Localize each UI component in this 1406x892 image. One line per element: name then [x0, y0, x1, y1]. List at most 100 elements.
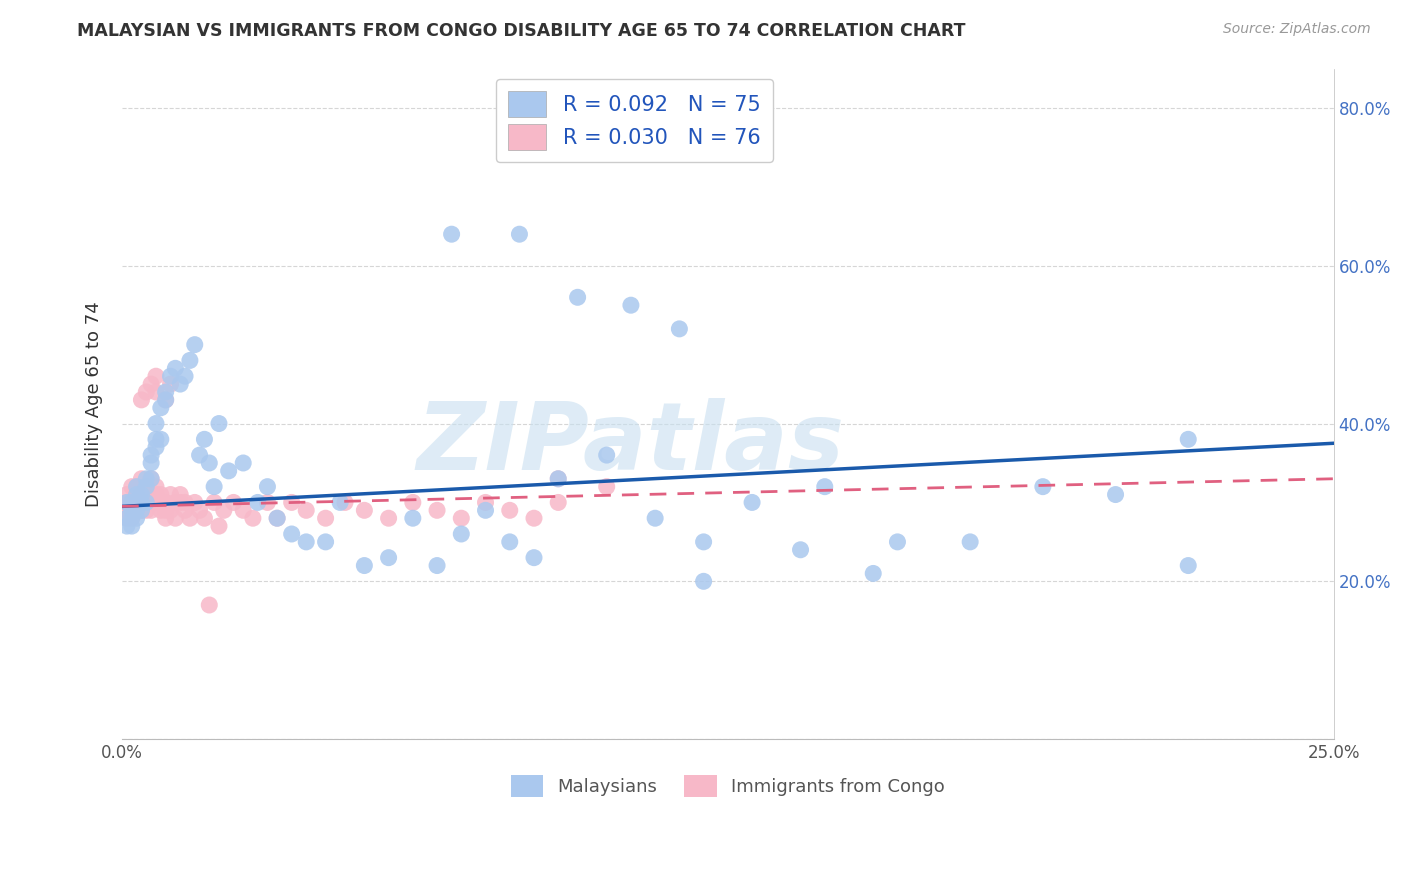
Point [131, 503, 153, 517]
Text: MALAYSIAN VS IMMIGRANTS FROM CONGO DISABILITY AGE 65 TO 74 CORRELATION CHART: MALAYSIAN VS IMMIGRANTS FROM CONGO DISAB… [77, 22, 966, 40]
Point [886, 534, 908, 549]
Point [115, 495, 138, 509]
Point [131, 495, 153, 509]
Point [115, 519, 138, 533]
Point [125, 503, 148, 517]
Point [121, 503, 143, 517]
Point [959, 534, 981, 549]
Point [135, 503, 157, 517]
Point [222, 495, 245, 509]
Point [149, 487, 172, 501]
Point [121, 495, 143, 509]
Point [115, 487, 138, 501]
Point [149, 433, 172, 447]
Point [193, 511, 215, 525]
Point [174, 495, 197, 509]
Point [523, 511, 546, 525]
Point [474, 503, 496, 517]
Point [145, 369, 167, 384]
Point [315, 511, 337, 525]
Point [135, 495, 157, 509]
Point [169, 487, 191, 501]
Point [377, 550, 399, 565]
Text: ZIPatlas: ZIPatlas [416, 398, 845, 490]
Point [198, 456, 221, 470]
Point [139, 456, 162, 470]
Point [115, 503, 138, 517]
Point [131, 392, 153, 407]
Point [155, 384, 177, 399]
Point [159, 377, 181, 392]
Point [246, 495, 269, 509]
Point [1032, 480, 1054, 494]
Point [135, 487, 157, 501]
Point [125, 487, 148, 501]
Point [135, 480, 157, 494]
Point [125, 503, 148, 517]
Point [179, 511, 201, 525]
Point [174, 503, 197, 517]
Point [135, 384, 157, 399]
Point [208, 519, 231, 533]
Point [741, 495, 763, 509]
Point [208, 417, 231, 431]
Point [567, 290, 589, 304]
Point [131, 472, 153, 486]
Point [135, 480, 157, 494]
Point [125, 480, 148, 494]
Point [329, 495, 352, 509]
Point [295, 503, 318, 517]
Point [115, 511, 138, 525]
Point [523, 550, 546, 565]
Point [315, 534, 337, 549]
Point [145, 384, 167, 399]
Point [155, 511, 177, 525]
Point [121, 480, 143, 494]
Point [139, 495, 162, 509]
Point [135, 495, 157, 509]
Point [595, 480, 617, 494]
Point [232, 456, 254, 470]
Point [145, 417, 167, 431]
Point [402, 511, 425, 525]
Point [1104, 487, 1126, 501]
Point [135, 472, 157, 486]
Point [280, 527, 302, 541]
Point [125, 480, 148, 494]
Point [139, 503, 162, 517]
Point [353, 503, 375, 517]
Point [295, 534, 318, 549]
Point [198, 598, 221, 612]
Point [499, 503, 522, 517]
Point [242, 511, 264, 525]
Point [202, 480, 225, 494]
Point [212, 503, 235, 517]
Point [620, 298, 643, 312]
Point [862, 566, 884, 581]
Point [121, 511, 143, 525]
Point [121, 495, 143, 509]
Point [155, 392, 177, 407]
Point [256, 495, 278, 509]
Point [256, 480, 278, 494]
Point [159, 369, 181, 384]
Point [121, 495, 143, 509]
Point [145, 480, 167, 494]
Point [115, 495, 138, 509]
Point [193, 433, 215, 447]
Point [426, 558, 449, 573]
Point [139, 377, 162, 392]
Text: Source: ZipAtlas.com: Source: ZipAtlas.com [1223, 22, 1371, 37]
Point [125, 495, 148, 509]
Point [165, 495, 187, 509]
Point [169, 377, 191, 392]
Point [165, 511, 187, 525]
Point [353, 558, 375, 573]
Y-axis label: Disability Age 65 to 74: Disability Age 65 to 74 [86, 301, 103, 507]
Point [266, 511, 288, 525]
Point [121, 503, 143, 517]
Point [202, 495, 225, 509]
Point [121, 511, 143, 525]
Point [692, 534, 714, 549]
Point [547, 495, 569, 509]
